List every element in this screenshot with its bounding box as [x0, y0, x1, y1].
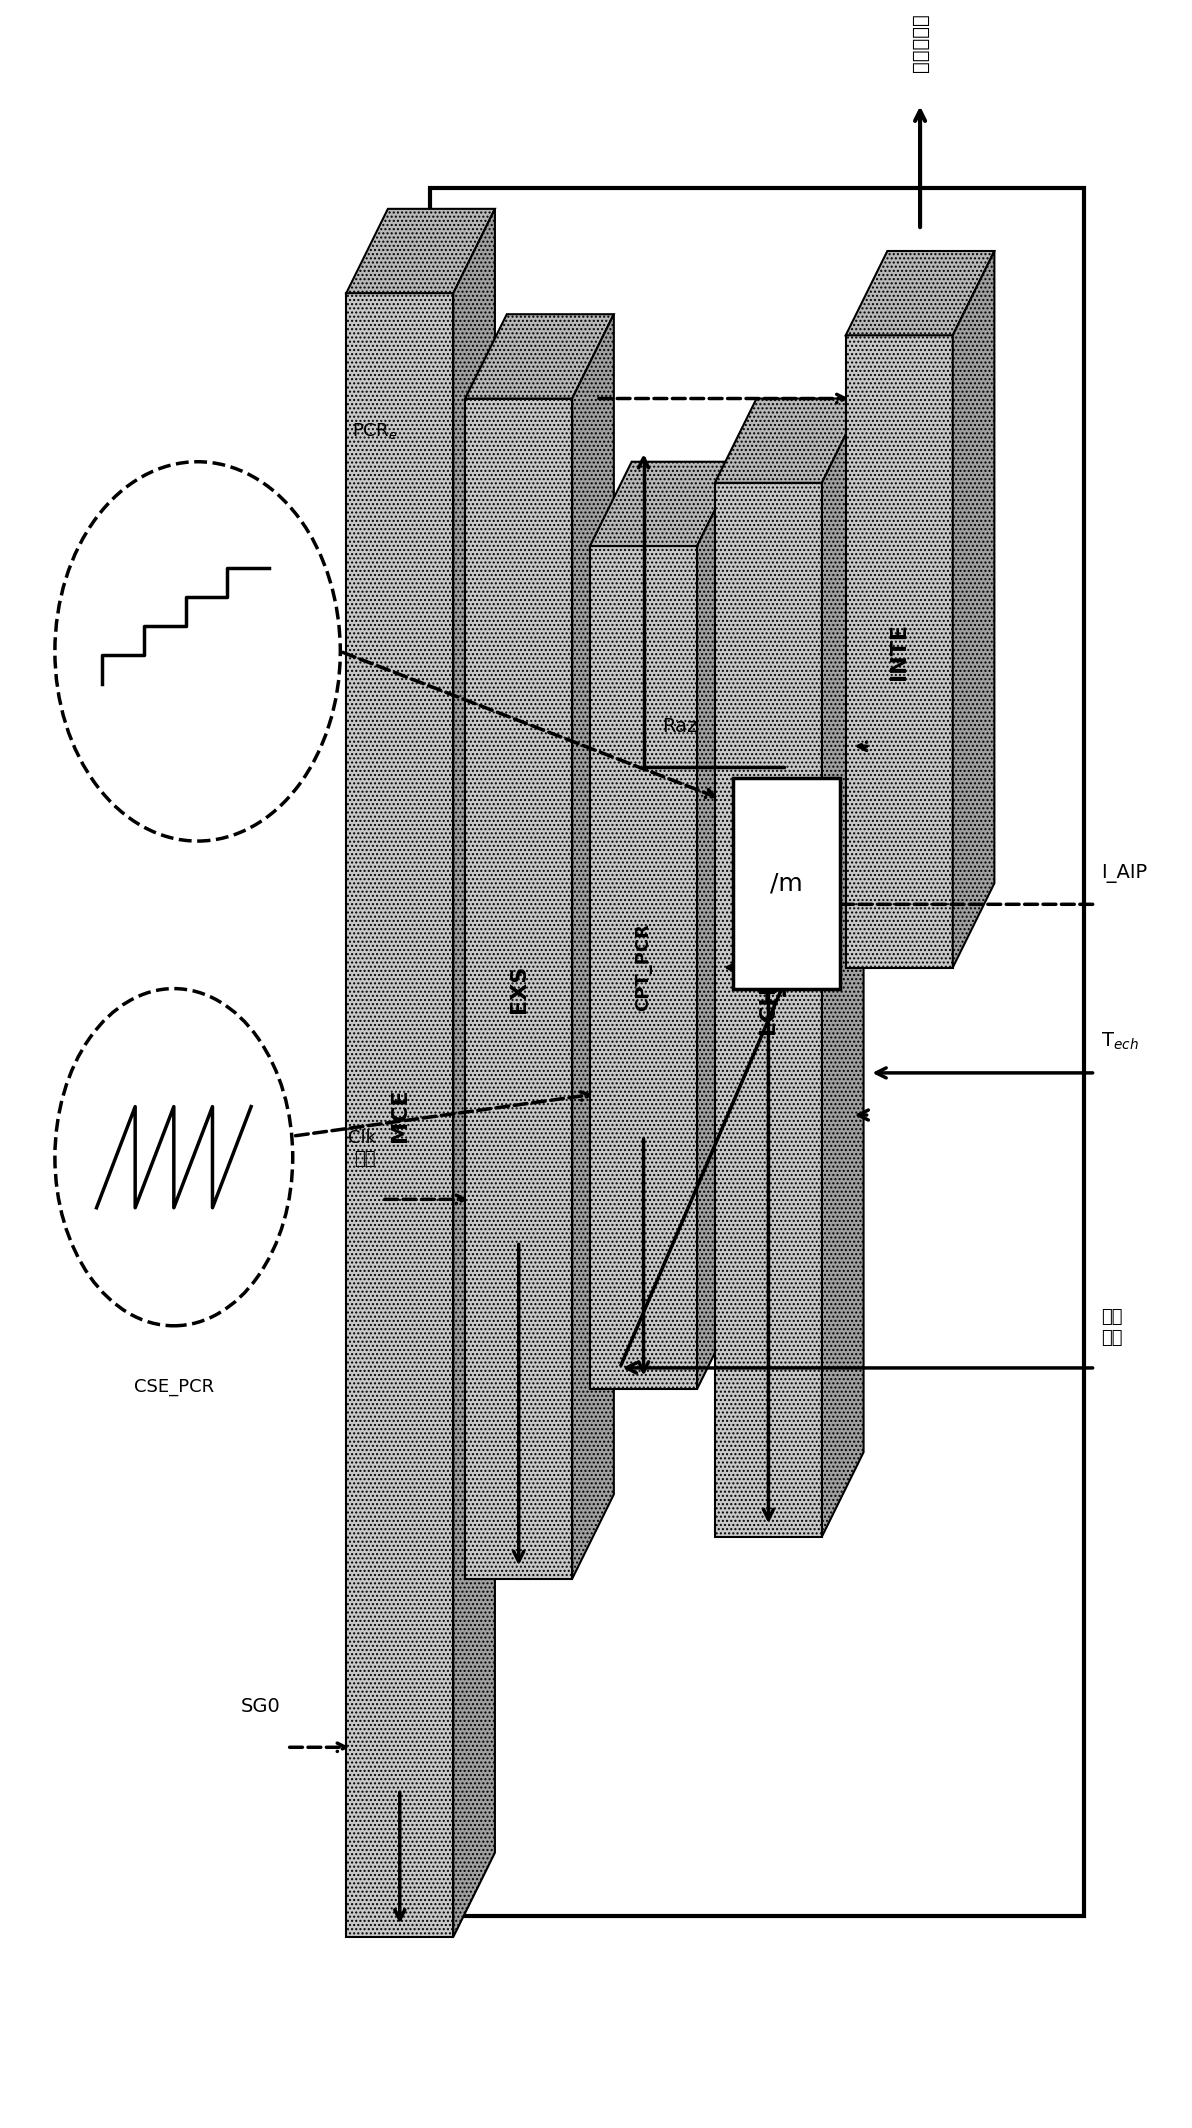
Text: PCR$_e$: PCR$_e$: [352, 421, 397, 440]
Bar: [733, 779, 840, 990]
Polygon shape: [465, 398, 572, 1579]
Text: 顶部
图像: 顶部 图像: [1101, 1309, 1123, 1347]
Text: I_AIP: I_AIP: [1101, 864, 1148, 883]
Text: CSE_PCR: CSE_PCR: [134, 1379, 213, 1396]
Polygon shape: [822, 398, 863, 1536]
Polygon shape: [590, 547, 697, 1390]
Text: Raz: Raz: [662, 717, 697, 736]
Text: INTE: INTE: [889, 624, 909, 681]
Text: LCH: LCH: [758, 985, 778, 1034]
Polygon shape: [346, 294, 453, 1936]
Text: 以太网连接: 以太网连接: [911, 13, 930, 72]
Text: MCE: MCE: [390, 1087, 410, 1143]
Polygon shape: [715, 398, 863, 483]
Polygon shape: [465, 315, 614, 398]
Polygon shape: [846, 336, 952, 968]
Text: SG0: SG0: [241, 1696, 281, 1715]
Polygon shape: [346, 209, 495, 294]
Polygon shape: [572, 315, 614, 1579]
Text: Clk
视频: Clk 视频: [348, 1130, 375, 1168]
Text: T$_{ech}$: T$_{ech}$: [1101, 1030, 1140, 1051]
Text: EXS: EXS: [509, 964, 529, 1013]
Text: CPT_PCR: CPT_PCR: [634, 924, 652, 1011]
Bar: [429, 187, 1084, 1915]
Polygon shape: [697, 462, 739, 1390]
Polygon shape: [952, 251, 994, 968]
Polygon shape: [590, 462, 739, 547]
Polygon shape: [715, 483, 822, 1536]
Polygon shape: [846, 251, 994, 336]
Text: /m: /m: [770, 870, 802, 896]
Polygon shape: [453, 209, 495, 1936]
